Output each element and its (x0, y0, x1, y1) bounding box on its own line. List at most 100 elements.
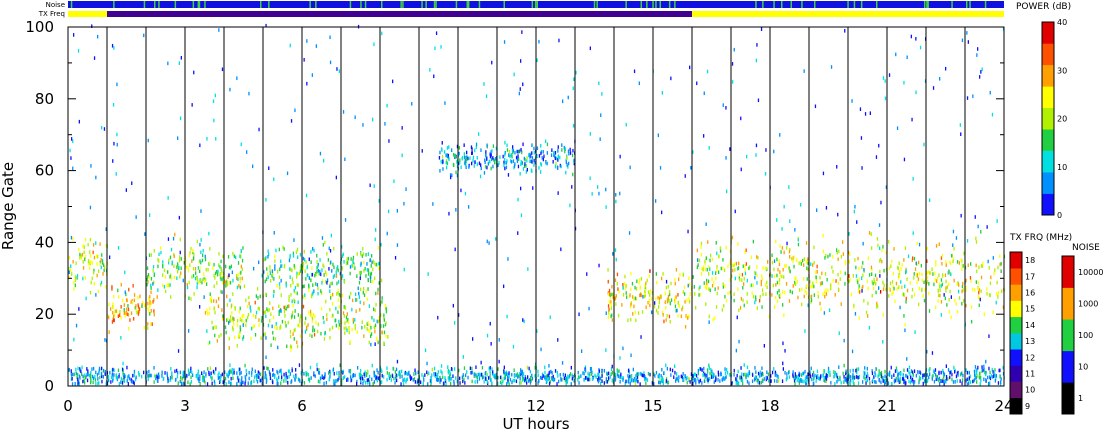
echo-cell (738, 308, 740, 313)
echo-cell (461, 375, 463, 380)
echo-cell (776, 273, 778, 278)
echo-cell (827, 366, 830, 371)
echo-cell (489, 369, 491, 373)
echo-cell (176, 368, 178, 373)
echo-cell (975, 263, 977, 268)
echo-cell (745, 262, 747, 266)
y-axis-title: Range Gate (0, 162, 17, 250)
echo-cell (101, 379, 103, 384)
echo-cell (731, 274, 733, 278)
echo-cell (497, 381, 499, 385)
echo-cell (973, 378, 976, 382)
echo-cell (362, 290, 364, 295)
echo-cell (366, 322, 368, 326)
echo-cell (420, 380, 422, 385)
echo-cell (486, 373, 488, 377)
echo-cell (147, 306, 149, 311)
echo-cell (101, 258, 104, 263)
echo-cell (956, 379, 958, 383)
echo-cell (429, 379, 432, 383)
echo-cell (364, 374, 366, 378)
echo-cell (869, 381, 871, 385)
echo-cell (337, 288, 339, 293)
echo-cell (269, 271, 271, 275)
echo-cell (898, 285, 900, 289)
echo-cell (522, 142, 524, 147)
echo-cell (146, 277, 148, 282)
echo-cell (504, 166, 506, 171)
echo-cell (598, 81, 600, 86)
echo-cell (302, 261, 305, 266)
echo-cell (135, 215, 137, 219)
echo-cell (307, 310, 310, 315)
echo-cell (475, 145, 477, 150)
echo-cell (263, 333, 265, 337)
echo-cell (830, 65, 833, 69)
echo-cell (629, 381, 631, 386)
echo-cell (559, 163, 561, 168)
echo-cell (138, 373, 140, 377)
echo-cell (536, 58, 538, 63)
echo-cell (412, 378, 414, 382)
echo-cell (197, 372, 199, 377)
echo-cell (137, 296, 139, 300)
echo-cell (68, 367, 70, 372)
echo-cell (724, 371, 727, 375)
echo-cell (302, 256, 305, 261)
power-tick-label: 10 (1057, 163, 1067, 172)
echo-cell (222, 280, 224, 285)
echo-cell (608, 300, 611, 304)
echo-cell (890, 365, 892, 370)
echo-cell (73, 337, 75, 342)
echo-cell (133, 369, 136, 374)
echo-cell (765, 377, 767, 382)
echo-cell (288, 258, 291, 263)
echo-cell (162, 273, 164, 277)
echo-cell (287, 369, 290, 374)
echo-cell (417, 379, 419, 383)
echo-cell (178, 215, 180, 220)
echo-cell (368, 380, 371, 384)
echo-cell (857, 289, 860, 293)
echo-cell (257, 370, 259, 374)
echo-cell (706, 281, 708, 286)
echo-cell (178, 258, 181, 263)
echo-cell (773, 149, 775, 154)
echo-cell (554, 156, 556, 161)
echo-cell (566, 156, 568, 160)
echo-cell (840, 302, 842, 306)
echo-cell (626, 295, 628, 299)
echo-cell (128, 374, 130, 378)
echo-cell (782, 290, 784, 294)
echo-cell (746, 379, 749, 384)
echo-cell (508, 382, 510, 386)
echo-cell (304, 295, 306, 300)
echo-cell (756, 43, 758, 47)
echo-cell (333, 379, 335, 383)
echo-cell (720, 371, 722, 376)
echo-cell (329, 371, 331, 375)
echo-cell (219, 264, 221, 269)
echo-cell (977, 365, 979, 370)
echo-cell (112, 302, 114, 306)
echo-cell (299, 379, 301, 383)
echo-cell (296, 275, 298, 279)
echo-cell (189, 369, 192, 374)
txfreq-tick-label: 11 (1025, 370, 1035, 379)
echo-cell (629, 374, 631, 379)
echo-cell (296, 344, 299, 349)
echo-cell (230, 381, 232, 386)
echo-cell (760, 27, 763, 31)
echo-cell (198, 260, 200, 264)
echo-cell (685, 314, 687, 318)
echo-cell (73, 287, 75, 291)
echo-cell (670, 281, 672, 286)
echo-cell (987, 259, 989, 264)
echo-cell (189, 263, 191, 267)
echo-cell (289, 372, 291, 376)
echo-cell (953, 278, 955, 283)
echo-cell (352, 320, 355, 324)
noise-strip-mark (435, 1, 437, 8)
y-tick-label: 20 (35, 305, 54, 323)
echo-cell (937, 377, 939, 382)
